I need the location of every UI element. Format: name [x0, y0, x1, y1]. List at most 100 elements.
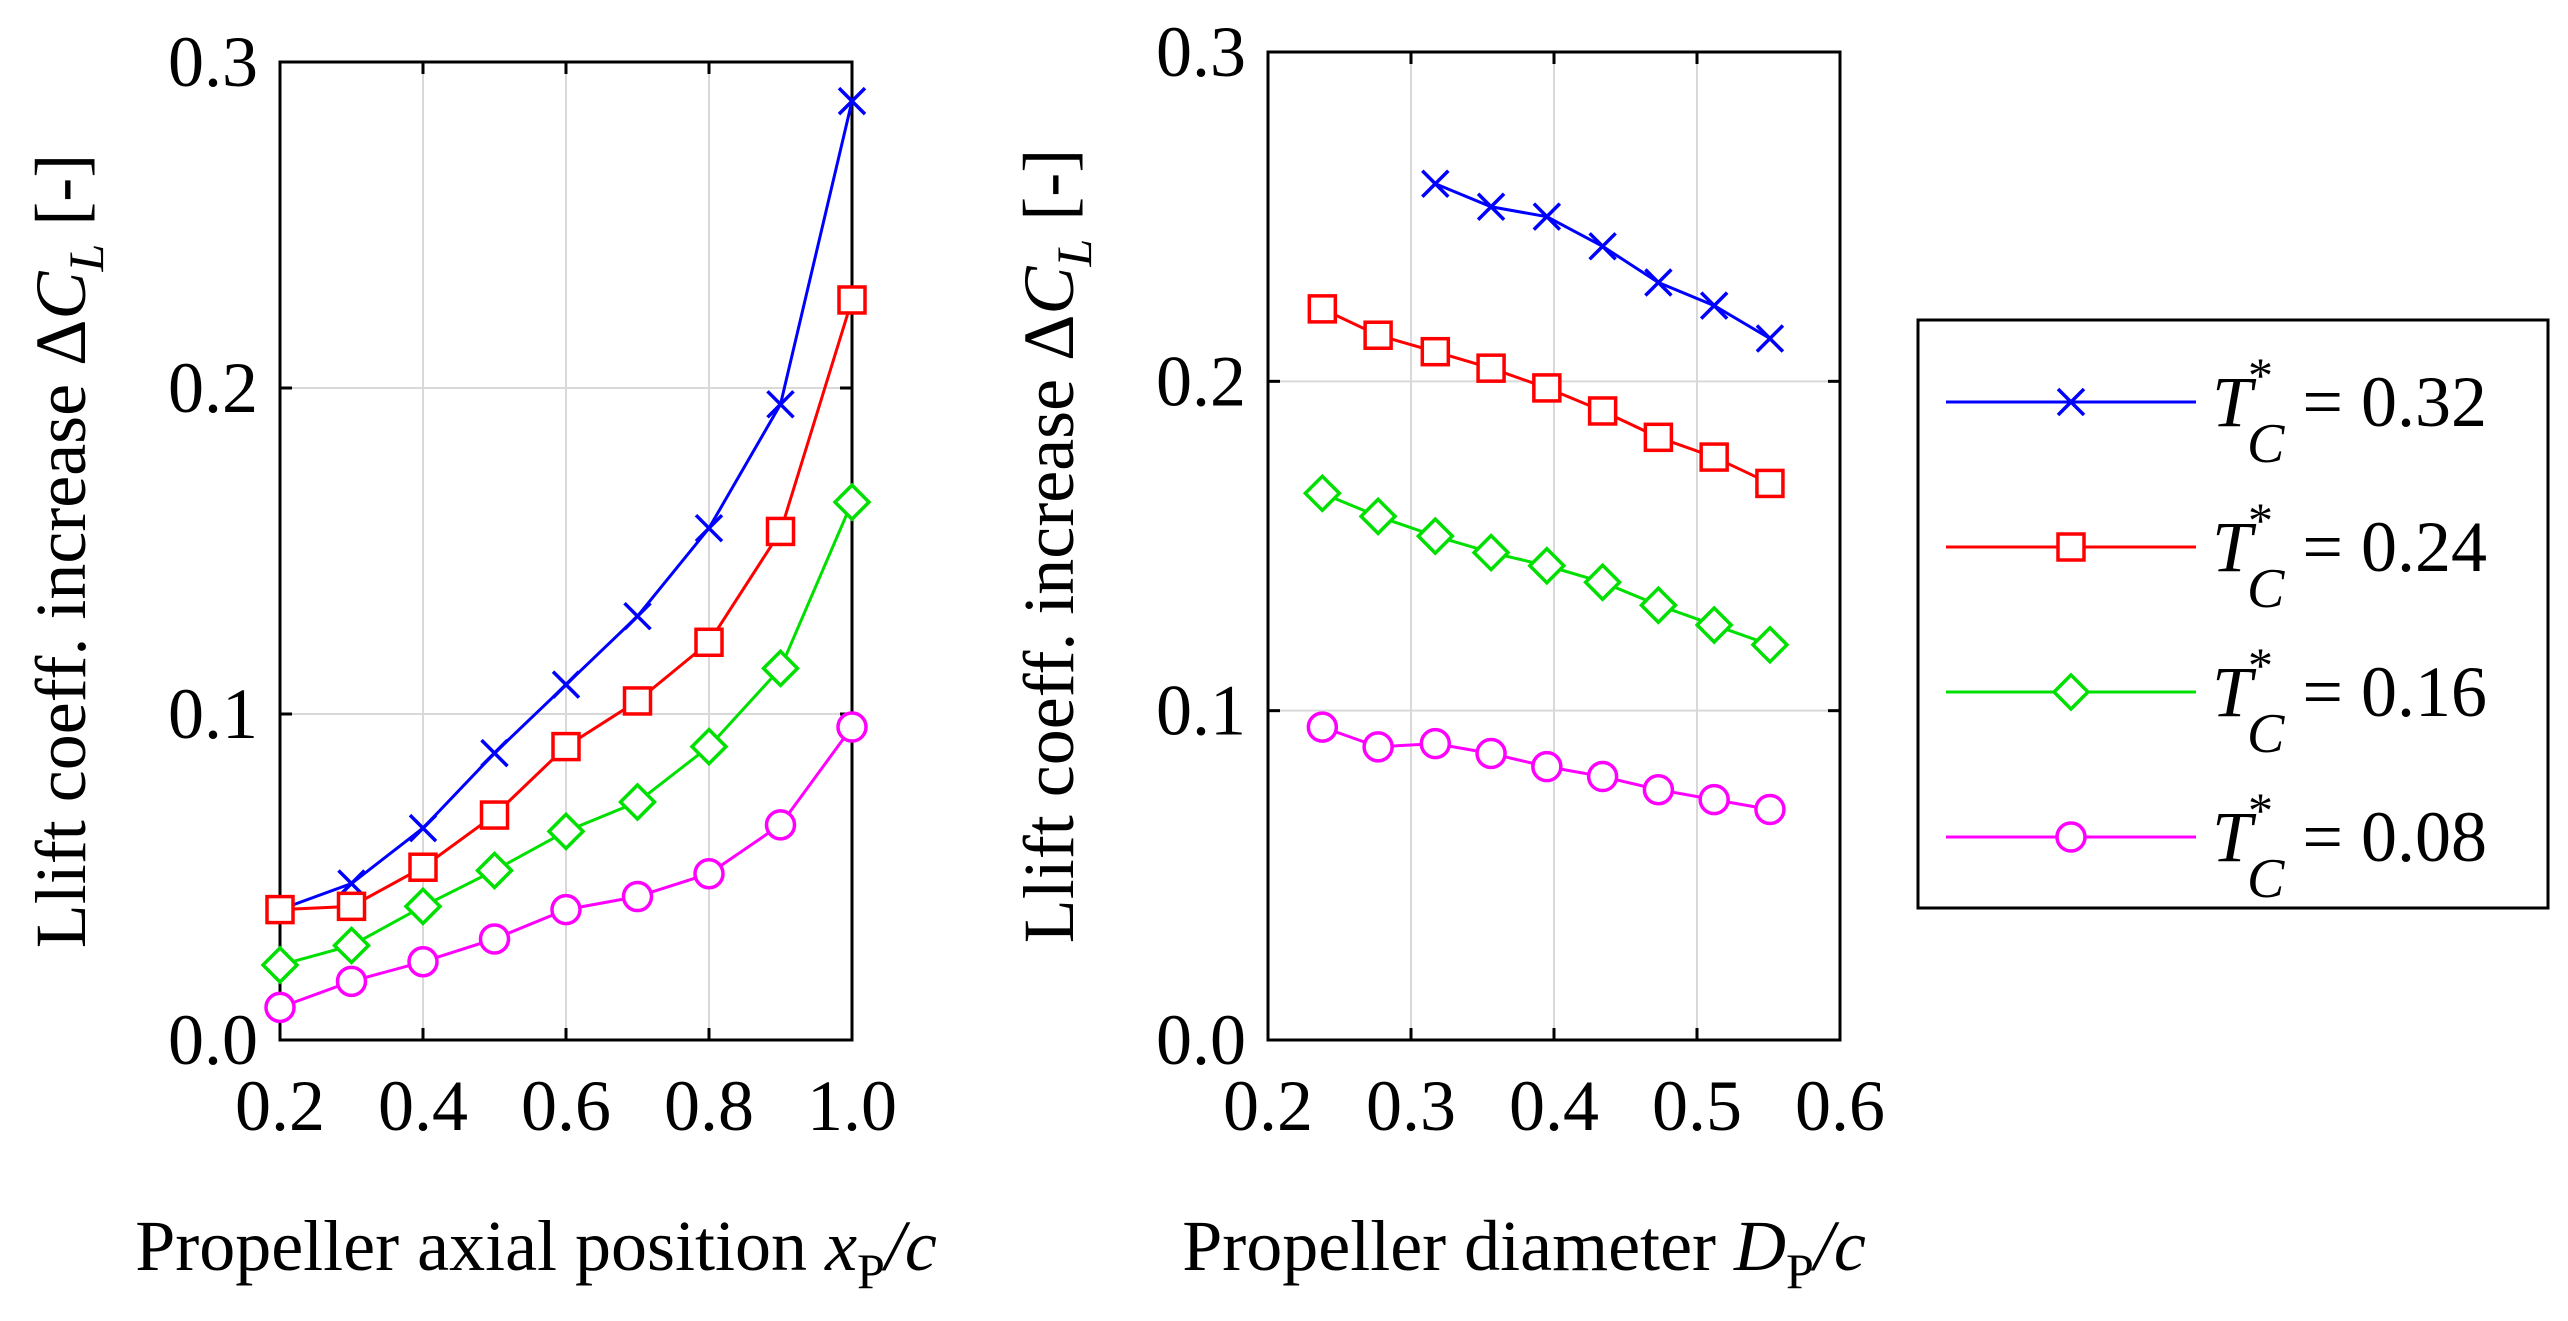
series-square	[1307, 294, 1785, 499]
data-point	[837, 285, 867, 315]
legend-marker	[2056, 387, 2086, 417]
y-tick-label: 0.1	[1156, 671, 1246, 751]
data-point	[694, 627, 724, 658]
data-point	[336, 891, 367, 922]
data-point	[1699, 442, 1729, 472]
data-point	[1644, 268, 1673, 297]
series-circle	[1306, 711, 1786, 826]
data-point	[408, 852, 438, 882]
data-point	[1642, 773, 1675, 806]
data-point	[1415, 516, 1455, 556]
data-point	[408, 813, 438, 843]
legend-marker	[2055, 821, 2087, 853]
y-tick-label: 0.3	[168, 22, 258, 102]
x-tick-label: 0.3	[1366, 1066, 1456, 1146]
series-x	[1421, 169, 1785, 353]
data-point	[1306, 711, 1339, 743]
data-point	[1588, 232, 1617, 261]
x-tick-label: 0.6	[1795, 1066, 1885, 1146]
data-point	[1755, 324, 1785, 353]
data-point	[1420, 336, 1451, 367]
data-point	[335, 965, 368, 998]
data-point	[260, 945, 300, 985]
data-point	[546, 811, 586, 851]
legend-marker	[2051, 672, 2091, 712]
data-point	[332, 925, 371, 965]
x-axis-label: Propeller axial position xP/c	[135, 1206, 937, 1299]
data-point	[1750, 625, 1790, 665]
data-point	[1307, 294, 1338, 324]
data-point	[1643, 422, 1674, 453]
x-tick-label: 0.2	[235, 1066, 325, 1146]
data-point	[765, 516, 796, 547]
data-point	[1527, 546, 1567, 586]
left-chart-axial-position: 0.2 0.4 0.6 0.8 1.0 0.0 0.1 0.2 0.3 Propeller axi…	[21, 22, 937, 1299]
data-point	[1587, 396, 1618, 426]
data-point	[689, 727, 729, 767]
data-point	[551, 670, 581, 699]
data-point	[1358, 496, 1398, 536]
y-tick-label: 0.0	[1156, 1000, 1246, 1080]
y-tick-label: 0.0	[168, 1000, 258, 1080]
data-point	[478, 923, 511, 955]
y-tick-label: 0.2	[168, 348, 258, 428]
x-tick-label: 0.4	[378, 1066, 468, 1146]
data-point	[693, 857, 725, 890]
data-point	[264, 991, 296, 1024]
legend-label: T* C = 0.24	[2212, 492, 2487, 620]
data-point	[832, 482, 872, 522]
data-point	[621, 880, 654, 913]
data-point	[407, 946, 439, 978]
legend-entry: T* C = 0.16	[1946, 637, 2487, 765]
data-point	[836, 711, 868, 743]
data-point	[764, 809, 797, 841]
data-point	[1586, 760, 1619, 793]
data-point	[1531, 750, 1563, 783]
legend-label: T* C = 0.32	[2212, 347, 2487, 475]
legend-box	[1916, 318, 2550, 910]
x-tick-label: 1.0	[807, 1066, 897, 1146]
data-point	[403, 886, 443, 926]
x-tick-label: 0.6	[521, 1066, 611, 1146]
y-tick-label: 0.1	[168, 674, 258, 754]
data-point	[551, 731, 581, 762]
data-point	[1532, 202, 1562, 231]
y-axis-label: Llift coeff. increase ΔCL [-]	[1009, 149, 1102, 943]
data-point	[1699, 291, 1729, 320]
legend-label: T* C = 0.08	[2212, 782, 2487, 910]
series-diamond	[1302, 473, 1790, 665]
x-tick-label: 0.5	[1652, 1066, 1742, 1146]
data-point	[1476, 353, 1506, 383]
data-point	[1362, 731, 1394, 763]
data-point	[1755, 468, 1785, 499]
legend: T* C = 0.32 T* C = 0.24 T* C = 0.16 T* C = 0.08	[1916, 318, 2550, 910]
x-tick-label: 0.4	[1509, 1066, 1599, 1146]
data-point	[265, 894, 295, 925]
legend-marker	[2056, 532, 2086, 562]
series-line	[1434, 182, 1771, 340]
data-point	[479, 800, 510, 830]
y-axis-label: Llift coeff. increase ΔCL [-]	[21, 154, 114, 948]
legend-label: T* C = 0.16	[2212, 637, 2487, 765]
data-point	[618, 782, 657, 822]
x-tick-label: 0.8	[664, 1066, 754, 1146]
data-point	[623, 601, 652, 631]
data-point	[622, 686, 653, 716]
data-point	[475, 851, 514, 890]
data-point	[1754, 793, 1786, 826]
series-circle	[264, 711, 868, 1024]
data-point	[1475, 737, 1507, 770]
legend-entry: T* C = 0.32	[1946, 347, 2487, 475]
data-point	[1476, 192, 1506, 222]
legend-entry: T* C = 0.08	[1946, 782, 2487, 910]
data-point	[480, 738, 509, 768]
series-diamond	[260, 482, 872, 985]
x-axis-label: Propeller diameter DP/c	[1182, 1206, 1866, 1299]
data-point	[761, 648, 800, 688]
data-point	[766, 390, 795, 419]
data-point	[1419, 727, 1452, 760]
y-tick-label: 0.3	[1156, 12, 1246, 92]
data-point	[694, 513, 724, 543]
data-point	[1583, 562, 1623, 602]
